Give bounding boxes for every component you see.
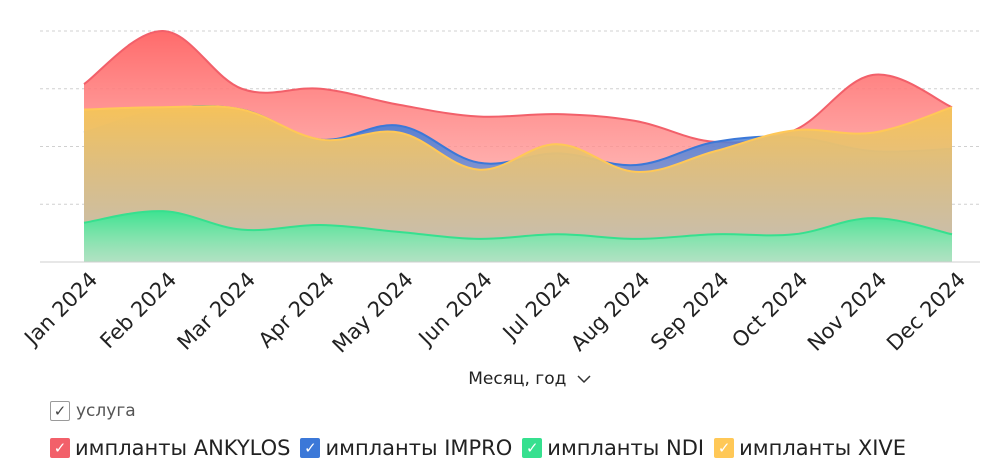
x-tick-label: Aug 2024 [566, 267, 654, 355]
legend-item-xive[interactable]: ✓ импланты XIVE [714, 436, 906, 460]
check-icon[interactable]: ✓ [50, 438, 70, 458]
x-tick-label: Dec 2024 [882, 267, 970, 355]
legend-title[interactable]: ✓ услуга [50, 401, 136, 421]
x-tick-label: Jun 2024 [413, 267, 497, 351]
check-icon[interactable]: ✓ [522, 438, 543, 458]
legend-item-impro[interactable]: ✓ импланты IMPRO [300, 436, 512, 460]
x-tick-label: May 2024 [328, 267, 418, 357]
x-tick-label: Feb 2024 [95, 267, 181, 353]
series-area-xive-fill [84, 106, 952, 262]
x-tick-label: Sep 2024 [646, 267, 733, 354]
legend-title-text: услуга [76, 401, 136, 421]
check-icon[interactable]: ✓ [50, 401, 70, 421]
legend-label: импланты NDI [547, 436, 705, 460]
chevron-down-icon [577, 375, 591, 384]
series-area-ndi-fill [84, 211, 952, 262]
series-area-ndi[interactable] [83, 210, 953, 262]
legend-label: импланты XIVE [739, 436, 907, 460]
legend-label: импланты ANKYLOS [75, 436, 291, 460]
x-tick-label: Apr 2024 [254, 267, 339, 352]
legend-item-ankylos[interactable]: ✓ импланты ANKYLOS [50, 436, 290, 460]
series-area-ankylos-line [83, 29, 953, 144]
x-tick-label: Oct 2024 [727, 267, 812, 352]
check-icon[interactable]: ✓ [300, 438, 321, 458]
x-tick-label: Mar 2024 [173, 267, 261, 355]
x-tick-label: Jul 2024 [497, 267, 576, 346]
series-area-xive-line [83, 105, 953, 173]
legend-item-ndi[interactable]: ✓ импланты NDI [522, 436, 704, 460]
series-area-ndi-line [83, 210, 953, 240]
series-areas [83, 29, 953, 262]
legend-label: импланты IMPRO [325, 436, 513, 460]
x-tick-label: Jan 2024 [18, 267, 102, 351]
series-area-xive[interactable] [83, 105, 953, 262]
legend: ✓ импланты ANKYLOS ✓ импланты IMPRO ✓ им… [50, 436, 916, 460]
check-icon[interactable]: ✓ [714, 438, 735, 458]
x-axis-title-text: Месяц, год [468, 369, 567, 389]
x-axis-title[interactable]: Месяц, год [0, 369, 990, 389]
x-tick-label: Nov 2024 [803, 267, 891, 355]
